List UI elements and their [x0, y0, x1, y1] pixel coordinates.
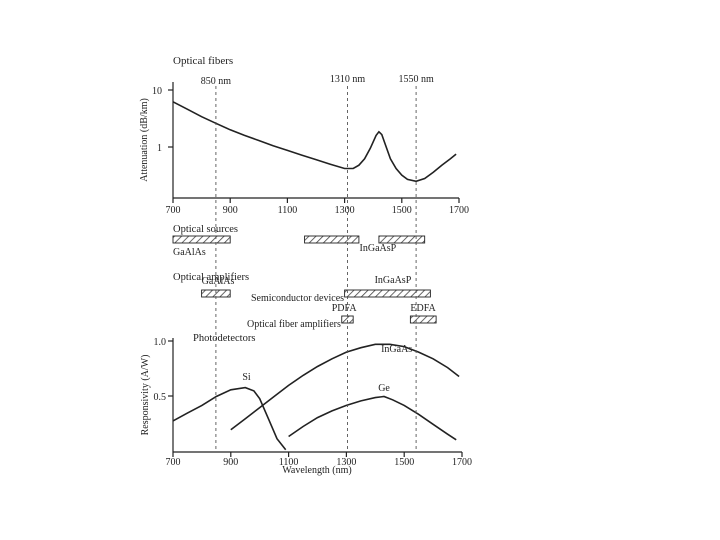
amplifiers-title: Optical amplifiers: [173, 272, 249, 283]
x-tick-label-900: 900: [223, 205, 238, 216]
band-unlabeled-0-2: [378, 235, 426, 244]
sources-title: Optical sources: [173, 224, 238, 235]
resp-x-tick-label-1300: 1300: [336, 457, 356, 468]
band-label-pdfa-2: PDFA: [332, 303, 358, 314]
window-label-1310-nm: 1310 nm: [330, 74, 366, 85]
fibers-title: Optical fibers: [173, 55, 233, 67]
device-bands: GaAlAs InGaAsP GaAlAs InGaAsP PDFA EDFA: [172, 235, 437, 324]
x-tick-label-1500: 1500: [392, 205, 412, 216]
x-tick-label-1700: 1700: [449, 205, 469, 216]
curve-ingaas: [230, 343, 460, 431]
band-ingaasp-0-1: [304, 235, 360, 244]
responsivity-y-label: Responsivity (A/W): [140, 355, 151, 436]
band-label-ingaasp-1: InGaAsP: [375, 275, 412, 286]
band-gaalas-0-0: [172, 235, 231, 244]
attenuation-y-label: Attenuation (dB/km): [139, 98, 150, 182]
resp-x-tick-label-1500: 1500: [394, 457, 414, 468]
series-label-si: Si: [242, 372, 251, 383]
band-label-ingaasp-0: InGaAsP: [360, 243, 397, 254]
device-bands-panel: Optical sources Optical amplifiers GaAlA…: [172, 224, 437, 330]
window-label-1550-nm: 1550 nm: [398, 74, 434, 85]
x-tick-label-1300: 1300: [335, 205, 355, 216]
curve-ge: [288, 395, 457, 441]
band-edfa-2-1: [409, 315, 437, 324]
series-label-ge: Ge: [378, 383, 390, 394]
resp-x-tick-label-900: 900: [223, 457, 238, 468]
resp-x-tick-label-1700: 1700: [452, 457, 472, 468]
responsivity-x-ticks: 700 900 1100 1300 1500 1700: [166, 452, 472, 468]
band-label-gaalas-1: GaAlAs: [202, 276, 235, 287]
y-tick-label-1: 1: [157, 143, 162, 154]
y-tick-label-10: 10: [152, 86, 162, 97]
y-tick-label-0-5: 0.5: [154, 392, 167, 403]
window-guides: [215, 86, 417, 452]
resp-x-tick-label-700: 700: [166, 457, 181, 468]
resp-x-tick-label-1100: 1100: [279, 457, 299, 468]
band-ingaasp-1-1: [344, 289, 431, 298]
photodetectors-title: Photodetectors: [193, 333, 255, 344]
fiber-amplifiers-note: Optical fiber amplifiers: [247, 319, 341, 330]
x-tick-label-700: 700: [166, 205, 181, 216]
semiconductor-devices-note: Semiconductor devices: [251, 293, 344, 304]
y-tick-label-1-0: 1.0: [154, 337, 167, 348]
band-label-gaalas-0: GaAlAs: [173, 247, 206, 258]
attenuation-panel: Optical fibers 850 nm 1310 nm 1550 nm 10 1…: [139, 55, 469, 216]
band-label-edfa-2: EDFA: [410, 303, 436, 314]
series-label-ingaas: InGaAs: [381, 344, 412, 355]
responsivity-panel: Photodetectors 1.0 0.5 Responsivity (A/W…: [140, 333, 472, 476]
attenuation-x-ticks: 700 900 1100 1300 1500 1700: [166, 198, 469, 216]
x-tick-label-1100: 1100: [278, 205, 298, 216]
curve-si: [172, 386, 287, 451]
wavelength-x-label: Wavelength (nm): [282, 465, 351, 476]
fiber-windows: 850 nm 1310 nm 1550 nm: [201, 74, 434, 87]
responsivity-curves: Si InGaAs Ge: [172, 343, 460, 451]
attenuation-curve: [172, 101, 457, 183]
window-label-850-nm: 850 nm: [201, 76, 232, 87]
